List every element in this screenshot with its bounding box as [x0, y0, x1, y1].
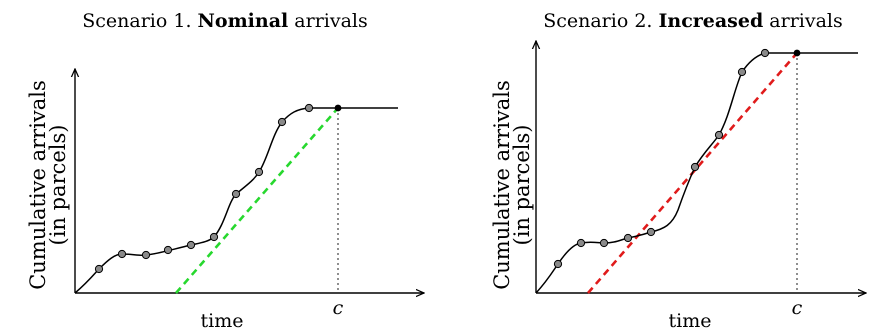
panel-title: Scenario 1. Nominal arrivals — [82, 10, 368, 32]
arrival-point — [94, 264, 104, 274]
arrival-point — [254, 167, 264, 177]
capacity-time-label: c — [333, 297, 344, 319]
x-axis-label: time — [669, 310, 712, 332]
arrival-points — [94, 103, 342, 274]
panel-title: Scenario 2. Increased arrivals — [543, 10, 843, 32]
arrival-point — [690, 162, 700, 172]
cumulative-arrivals-curve — [535, 52, 858, 294]
arrival-point — [714, 130, 724, 140]
capacity-time-label: c — [792, 297, 803, 319]
arrival-point — [163, 245, 173, 255]
arrival-point — [141, 250, 151, 260]
arrival-points — [553, 48, 801, 269]
y-axis-label-units: (in parcels) — [46, 125, 70, 246]
y-axis-label: Cumulative arrivals — [490, 80, 514, 290]
arrival-point — [209, 232, 219, 242]
capacity-reached-point — [793, 49, 801, 57]
y-axis-label-units: (in parcels) — [510, 125, 534, 246]
y-axis-label: Cumulative arrivals — [26, 80, 50, 290]
panel-increased: Scenario 2. Increased arrivals Cumulativ… — [490, 10, 866, 332]
arrival-point — [760, 48, 770, 58]
cumulative-arrivals-curve — [74, 107, 398, 294]
arrival-point — [623, 233, 633, 243]
x-axis-label: time — [201, 310, 244, 332]
panel-nominal: Scenario 1. Nominal arrivals Cumulative … — [26, 10, 424, 332]
capacity-reached-point — [334, 104, 342, 112]
arrival-point — [576, 238, 586, 248]
arrival-point — [277, 117, 287, 127]
arrival-point — [231, 189, 241, 199]
arrival-point — [737, 67, 747, 77]
arrival-point — [599, 238, 609, 248]
service-rate-line — [175, 107, 339, 294]
arrival-point — [304, 103, 314, 113]
arrival-point — [117, 249, 127, 259]
arrival-point — [646, 227, 656, 237]
arrival-point — [553, 259, 563, 269]
arrival-point — [186, 240, 196, 250]
